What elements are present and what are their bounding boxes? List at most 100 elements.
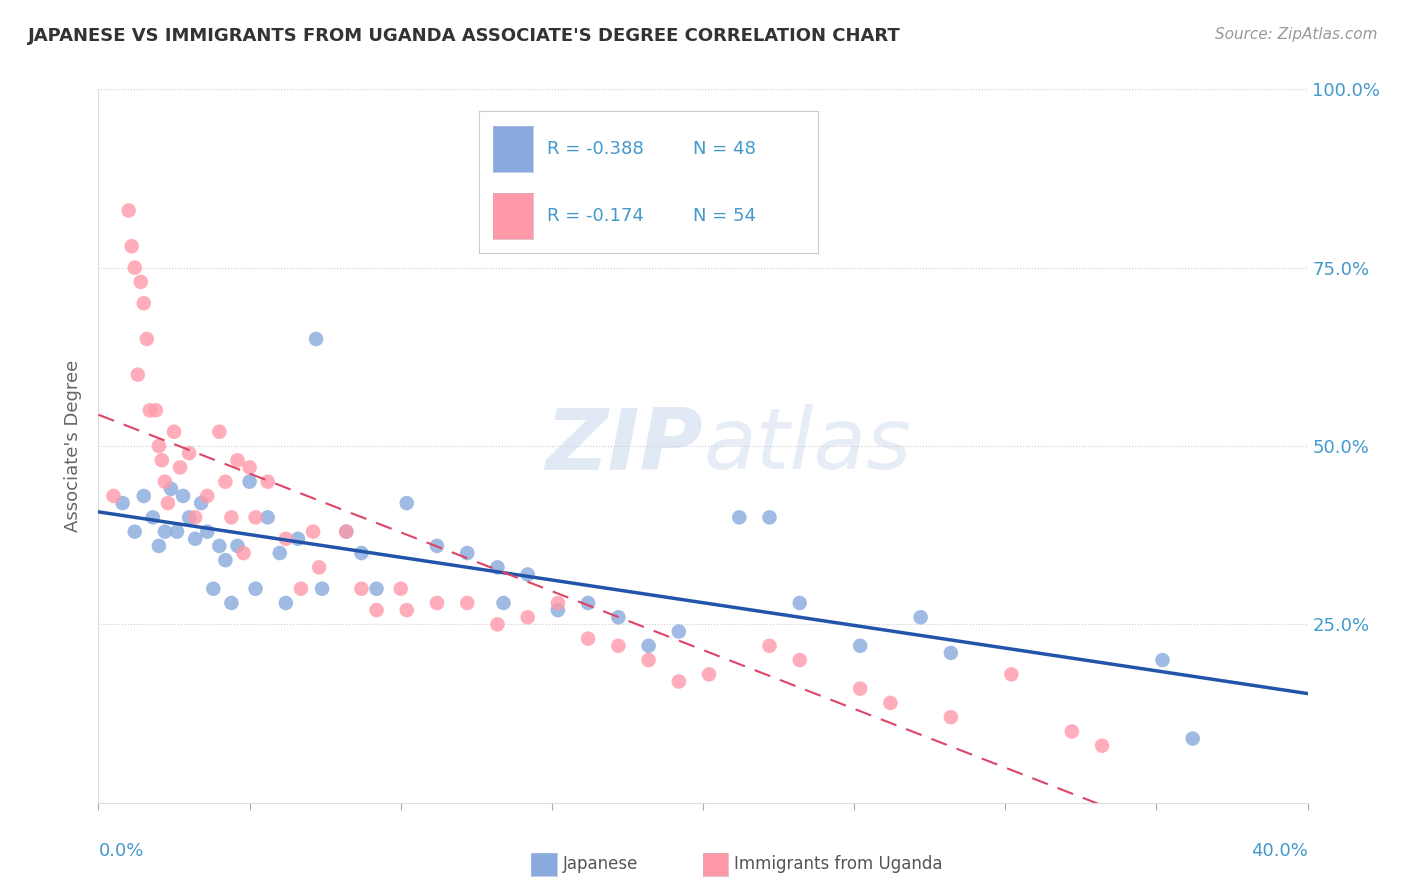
Point: [607, 610, 630, 624]
Point: [221, 596, 243, 610]
Point: [245, 510, 267, 524]
Point: [335, 524, 357, 539]
Point: [269, 546, 291, 560]
Point: [456, 546, 478, 560]
Point: [516, 567, 538, 582]
Text: ZIP: ZIP: [546, 404, 703, 488]
Point: [1181, 731, 1204, 746]
Point: [166, 524, 188, 539]
Point: [637, 639, 659, 653]
Point: [150, 453, 173, 467]
Point: [1091, 739, 1114, 753]
Point: [939, 710, 962, 724]
Point: [308, 560, 330, 574]
Point: [239, 460, 262, 475]
Point: [849, 681, 872, 696]
Point: [789, 596, 811, 610]
Point: [1000, 667, 1022, 681]
Point: [939, 646, 962, 660]
Point: [879, 696, 901, 710]
Point: [124, 524, 146, 539]
Point: [172, 489, 194, 503]
Point: [156, 496, 179, 510]
Point: [226, 539, 249, 553]
Point: [607, 639, 630, 653]
Point: [148, 439, 170, 453]
Point: [668, 624, 690, 639]
Point: [153, 524, 176, 539]
Point: [127, 368, 149, 382]
Text: Japanese: Japanese: [562, 855, 638, 873]
Point: [214, 553, 236, 567]
Point: [366, 603, 388, 617]
Point: [129, 275, 152, 289]
Point: [239, 475, 262, 489]
Point: [118, 203, 141, 218]
Point: [139, 403, 162, 417]
Point: [202, 582, 225, 596]
Point: [576, 596, 599, 610]
Point: [148, 539, 170, 553]
Y-axis label: Associate's Degree: Associate's Degree: [65, 359, 83, 533]
Point: [516, 610, 538, 624]
Point: [758, 639, 780, 653]
Point: [226, 453, 249, 467]
Point: [132, 489, 155, 503]
Point: [153, 475, 176, 489]
Point: [395, 496, 418, 510]
Point: [103, 489, 125, 503]
Point: [728, 510, 751, 524]
Point: [184, 532, 207, 546]
Point: [426, 596, 449, 610]
Point: [456, 596, 478, 610]
Point: [637, 653, 659, 667]
Point: [274, 596, 297, 610]
Point: [214, 475, 236, 489]
Point: [789, 653, 811, 667]
Point: [208, 425, 231, 439]
Point: [256, 475, 278, 489]
Point: [335, 524, 357, 539]
Point: [287, 532, 309, 546]
Point: [245, 582, 267, 596]
Point: [576, 632, 599, 646]
Point: [426, 539, 449, 553]
Point: [910, 610, 932, 624]
Point: [124, 260, 146, 275]
Point: [758, 510, 780, 524]
Point: [697, 667, 720, 681]
Point: [256, 510, 278, 524]
Text: Immigrants from Uganda: Immigrants from Uganda: [734, 855, 942, 873]
Point: [849, 639, 872, 653]
Point: [350, 582, 373, 596]
Point: [350, 546, 373, 560]
Point: [389, 582, 412, 596]
Point: [121, 239, 143, 253]
Point: [492, 596, 515, 610]
Point: [184, 510, 207, 524]
Point: [195, 489, 218, 503]
Point: [305, 332, 328, 346]
Point: [221, 510, 243, 524]
Text: 40.0%: 40.0%: [1251, 842, 1308, 860]
Point: [302, 524, 325, 539]
Point: [274, 532, 297, 546]
Point: [135, 332, 157, 346]
Point: [366, 582, 388, 596]
Text: 0.0%: 0.0%: [98, 842, 143, 860]
Point: [195, 524, 218, 539]
Text: atlas: atlas: [703, 404, 911, 488]
Point: [145, 403, 167, 417]
Point: [163, 425, 186, 439]
Point: [1060, 724, 1083, 739]
Point: [395, 603, 418, 617]
Text: Source: ZipAtlas.com: Source: ZipAtlas.com: [1215, 27, 1378, 42]
Point: [232, 546, 254, 560]
Point: [160, 482, 183, 496]
Point: [179, 510, 201, 524]
Point: [1152, 653, 1174, 667]
Point: [547, 596, 569, 610]
Point: [208, 539, 231, 553]
Point: [111, 496, 134, 510]
Text: JAPANESE VS IMMIGRANTS FROM UGANDA ASSOCIATE'S DEGREE CORRELATION CHART: JAPANESE VS IMMIGRANTS FROM UGANDA ASSOC…: [28, 27, 901, 45]
